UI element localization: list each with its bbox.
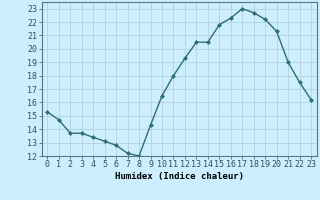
X-axis label: Humidex (Indice chaleur): Humidex (Indice chaleur) (115, 172, 244, 181)
